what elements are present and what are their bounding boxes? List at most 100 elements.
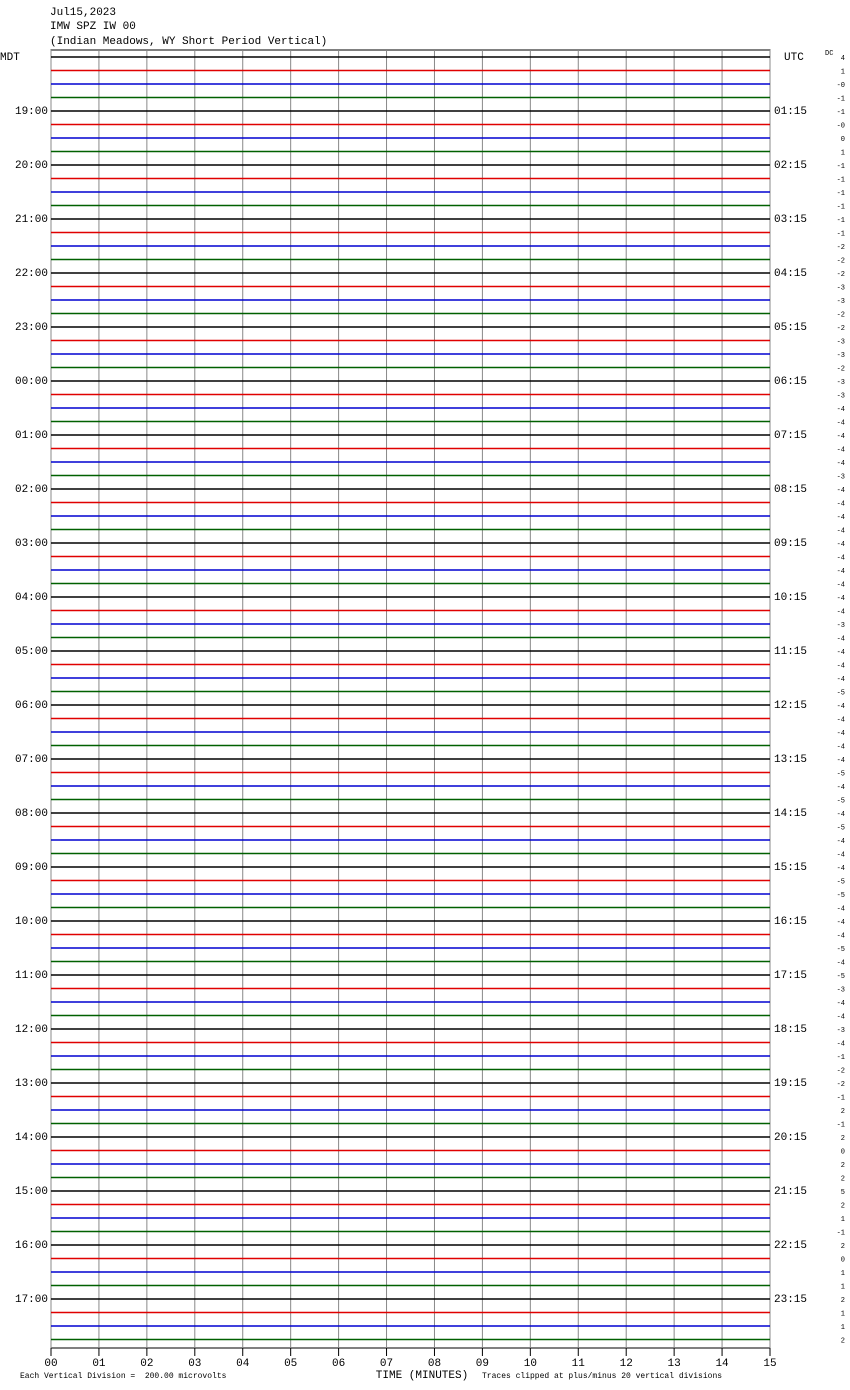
dc-offset: -4	[837, 406, 845, 414]
x-tick-label: 01	[92, 1358, 106, 1370]
local-time-label: 22:00	[15, 268, 48, 280]
dc-offset: -4	[837, 541, 845, 549]
utc-time-label: 09:15	[774, 538, 807, 550]
dc-offset: -1	[837, 230, 845, 238]
x-axis-label: TIME (MINUTES)	[376, 1370, 468, 1382]
utc-time-label: 16:15	[774, 916, 807, 928]
dc-offset: -4	[837, 919, 845, 927]
dc-offset: 1	[841, 68, 845, 76]
dc-offset: -4	[837, 649, 845, 657]
x-tick-label: 06	[332, 1358, 345, 1370]
dc-offset: -2	[837, 365, 845, 373]
dc-offset: 0	[841, 1148, 845, 1156]
dc-offset: 1	[841, 1270, 845, 1278]
x-tick-label: 12	[620, 1358, 633, 1370]
local-time-label: 15:00	[15, 1186, 48, 1198]
dc-offset: -4	[837, 581, 845, 589]
x-tick-label: 14	[715, 1358, 729, 1370]
dc-offset: 4	[841, 55, 845, 63]
dc-offset: -3	[837, 1027, 845, 1035]
x-tick-label: 04	[236, 1358, 250, 1370]
dc-offset: -4	[837, 838, 845, 846]
dc-offset: -3	[837, 473, 845, 481]
dc-offset: -5	[837, 892, 845, 900]
dc-offset: 1	[841, 1324, 845, 1332]
dc-offset: -4	[837, 757, 845, 765]
local-time-label: 20:00	[15, 160, 48, 172]
dc-offset: -0	[837, 122, 845, 130]
dc-offset: -1	[837, 1121, 845, 1129]
right-zone: UTC	[784, 52, 804, 64]
header-station: IMW SPZ IW 00	[50, 21, 136, 33]
dc-offset: -5	[837, 797, 845, 805]
local-time-label: 01:00	[15, 430, 48, 442]
header-date: Jul15,2023	[50, 7, 116, 19]
dc-offset: 2	[841, 1243, 845, 1251]
dc-offset: -4	[837, 905, 845, 913]
utc-time-label: 11:15	[774, 646, 807, 658]
dc-offset: -1	[837, 109, 845, 117]
dc-offset: -4	[837, 703, 845, 711]
scale-note: Each Vertical Division = 200.00 microvol…	[20, 1372, 227, 1381]
dc-offset: -1	[837, 1054, 845, 1062]
local-time-label: 10:00	[15, 916, 48, 928]
local-time-label: 12:00	[15, 1024, 48, 1036]
dc-offset: -1	[837, 163, 845, 171]
utc-time-label: 19:15	[774, 1078, 807, 1090]
dc-offset: 0	[841, 136, 845, 144]
dc-offset: -4	[837, 595, 845, 603]
dc-offset: -3	[837, 352, 845, 360]
dc-offset: -4	[837, 419, 845, 427]
header-location: (Indian Meadows, WY Short Period Vertica…	[50, 36, 327, 48]
x-tick-label: 13	[668, 1358, 681, 1370]
utc-time-label: 22:15	[774, 1240, 807, 1252]
utc-time-label: 18:15	[774, 1024, 807, 1036]
local-time-label: 06:00	[15, 700, 48, 712]
x-tick-label: 02	[140, 1358, 153, 1370]
dc-offset: -4	[837, 662, 845, 670]
local-time-label: 05:00	[15, 646, 48, 658]
local-time-label: 19:00	[15, 106, 48, 118]
local-time-label: 08:00	[15, 808, 48, 820]
local-time-label: 17:00	[15, 1294, 48, 1306]
dc-offset: -4	[837, 784, 845, 792]
dc-offset: -4	[837, 500, 845, 508]
dc-offset: 1	[841, 149, 845, 157]
dc-offset: -2	[837, 1067, 845, 1075]
dc-offset: -2	[837, 271, 845, 279]
dc-offset: -4	[837, 527, 845, 535]
dc-offset: -3	[837, 284, 845, 292]
dc-offset: -5	[837, 824, 845, 832]
dc-offset: -2	[837, 244, 845, 252]
dc-offset: -4	[837, 568, 845, 576]
dc-offset: -3	[837, 986, 845, 994]
utc-time-label: 15:15	[774, 862, 807, 874]
local-time-label: 09:00	[15, 862, 48, 874]
utc-time-label: 08:15	[774, 484, 807, 496]
dc-offset: 1	[841, 1283, 845, 1291]
dc-offset: -2	[837, 1081, 845, 1089]
dc-offset: -4	[837, 1000, 845, 1008]
x-tick-label: 07	[380, 1358, 393, 1370]
dc-offset: -1	[837, 95, 845, 103]
dc-offset: -4	[837, 1040, 845, 1048]
dc-offset: -4	[837, 446, 845, 454]
local-time-label: 16:00	[15, 1240, 48, 1252]
utc-time-label: 12:15	[774, 700, 807, 712]
utc-time-label: 13:15	[774, 754, 807, 766]
local-time-label: 04:00	[15, 592, 48, 604]
dc-offset: -4	[837, 608, 845, 616]
dc-offset: -4	[837, 554, 845, 562]
dc-offset: 1	[841, 1216, 845, 1224]
dc-offset: -4	[837, 743, 845, 751]
x-tick-label: 15	[763, 1358, 776, 1370]
dc-offset: 2	[841, 1202, 845, 1210]
utc-time-label: 21:15	[774, 1186, 807, 1198]
x-tick-label: 03	[188, 1358, 201, 1370]
dc-offset: 2	[841, 1175, 845, 1183]
dc-offset: -1	[837, 1094, 845, 1102]
dc-offset: -4	[837, 959, 845, 967]
dc-offset: -4	[837, 460, 845, 468]
left-zone: MDT	[0, 52, 20, 64]
